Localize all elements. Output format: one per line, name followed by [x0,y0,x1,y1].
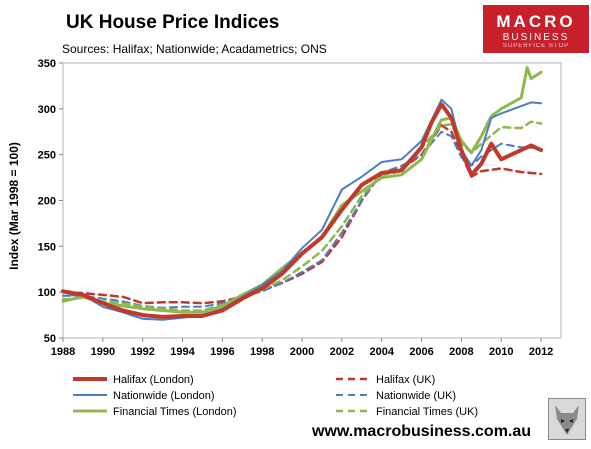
x-tick-label: 1998 [250,346,274,358]
y-tick-label: 250 [38,150,56,162]
logo-line-1: MACRO [496,12,576,31]
chart-subtitle: Sources: Halifax; Nationwide; Acadametri… [62,42,327,56]
x-tick-label: 1994 [170,346,195,358]
y-tick-label: 350 [38,58,56,70]
y-tick-label: 150 [38,241,56,253]
chart-title: UK House Price Indices [66,12,280,33]
website-url[interactable]: www.macrobusiness.com.au [312,423,532,440]
plot-area [62,62,562,339]
y-tick-label: 100 [38,287,56,299]
x-tick-label: 1988 [51,346,75,358]
series-line-nationwide-london [62,98,543,321]
series-line-financial-times-london [61,66,543,314]
legend-label: Financial Times (UK) [376,406,478,418]
y-tick-label: 300 [38,104,56,116]
x-tick-label: 2000 [290,346,314,358]
series-line-financial-times-uk [61,120,543,312]
x-tick-label: 1996 [210,346,234,358]
x-tick-label: 1990 [91,346,115,358]
x-tick-label: 2008 [449,346,473,358]
legend-label: Halifax (London) [113,374,194,386]
logo-line-2: BUSINESS [502,32,570,43]
wolf-logo-icon [548,398,586,440]
y-tick-label: 200 [38,196,56,208]
legend-label: Halifax (UK) [376,374,435,386]
logo-line-3: SUPERFICE STOP [502,43,570,49]
x-tick-label: 1992 [130,346,154,358]
series-line-halifax-london [61,102,544,319]
x-tick-label: 2004 [369,346,394,358]
x-tick-label: 2012 [529,346,553,358]
x-tick-label: 2010 [489,346,513,358]
x-tick-label: 2006 [409,346,433,358]
y-tick-label: 50 [44,333,56,345]
x-tick-label: 2002 [330,346,354,358]
legend-label: Nationwide (UK) [376,390,456,402]
macro-business-logo: MACRO BUSINESS SUPERFICE STOP [483,5,589,53]
legend-label: Nationwide (London) [113,390,215,402]
series-line-nationwide-uk [62,130,543,309]
legend-label: Financial Times (London) [113,406,237,418]
